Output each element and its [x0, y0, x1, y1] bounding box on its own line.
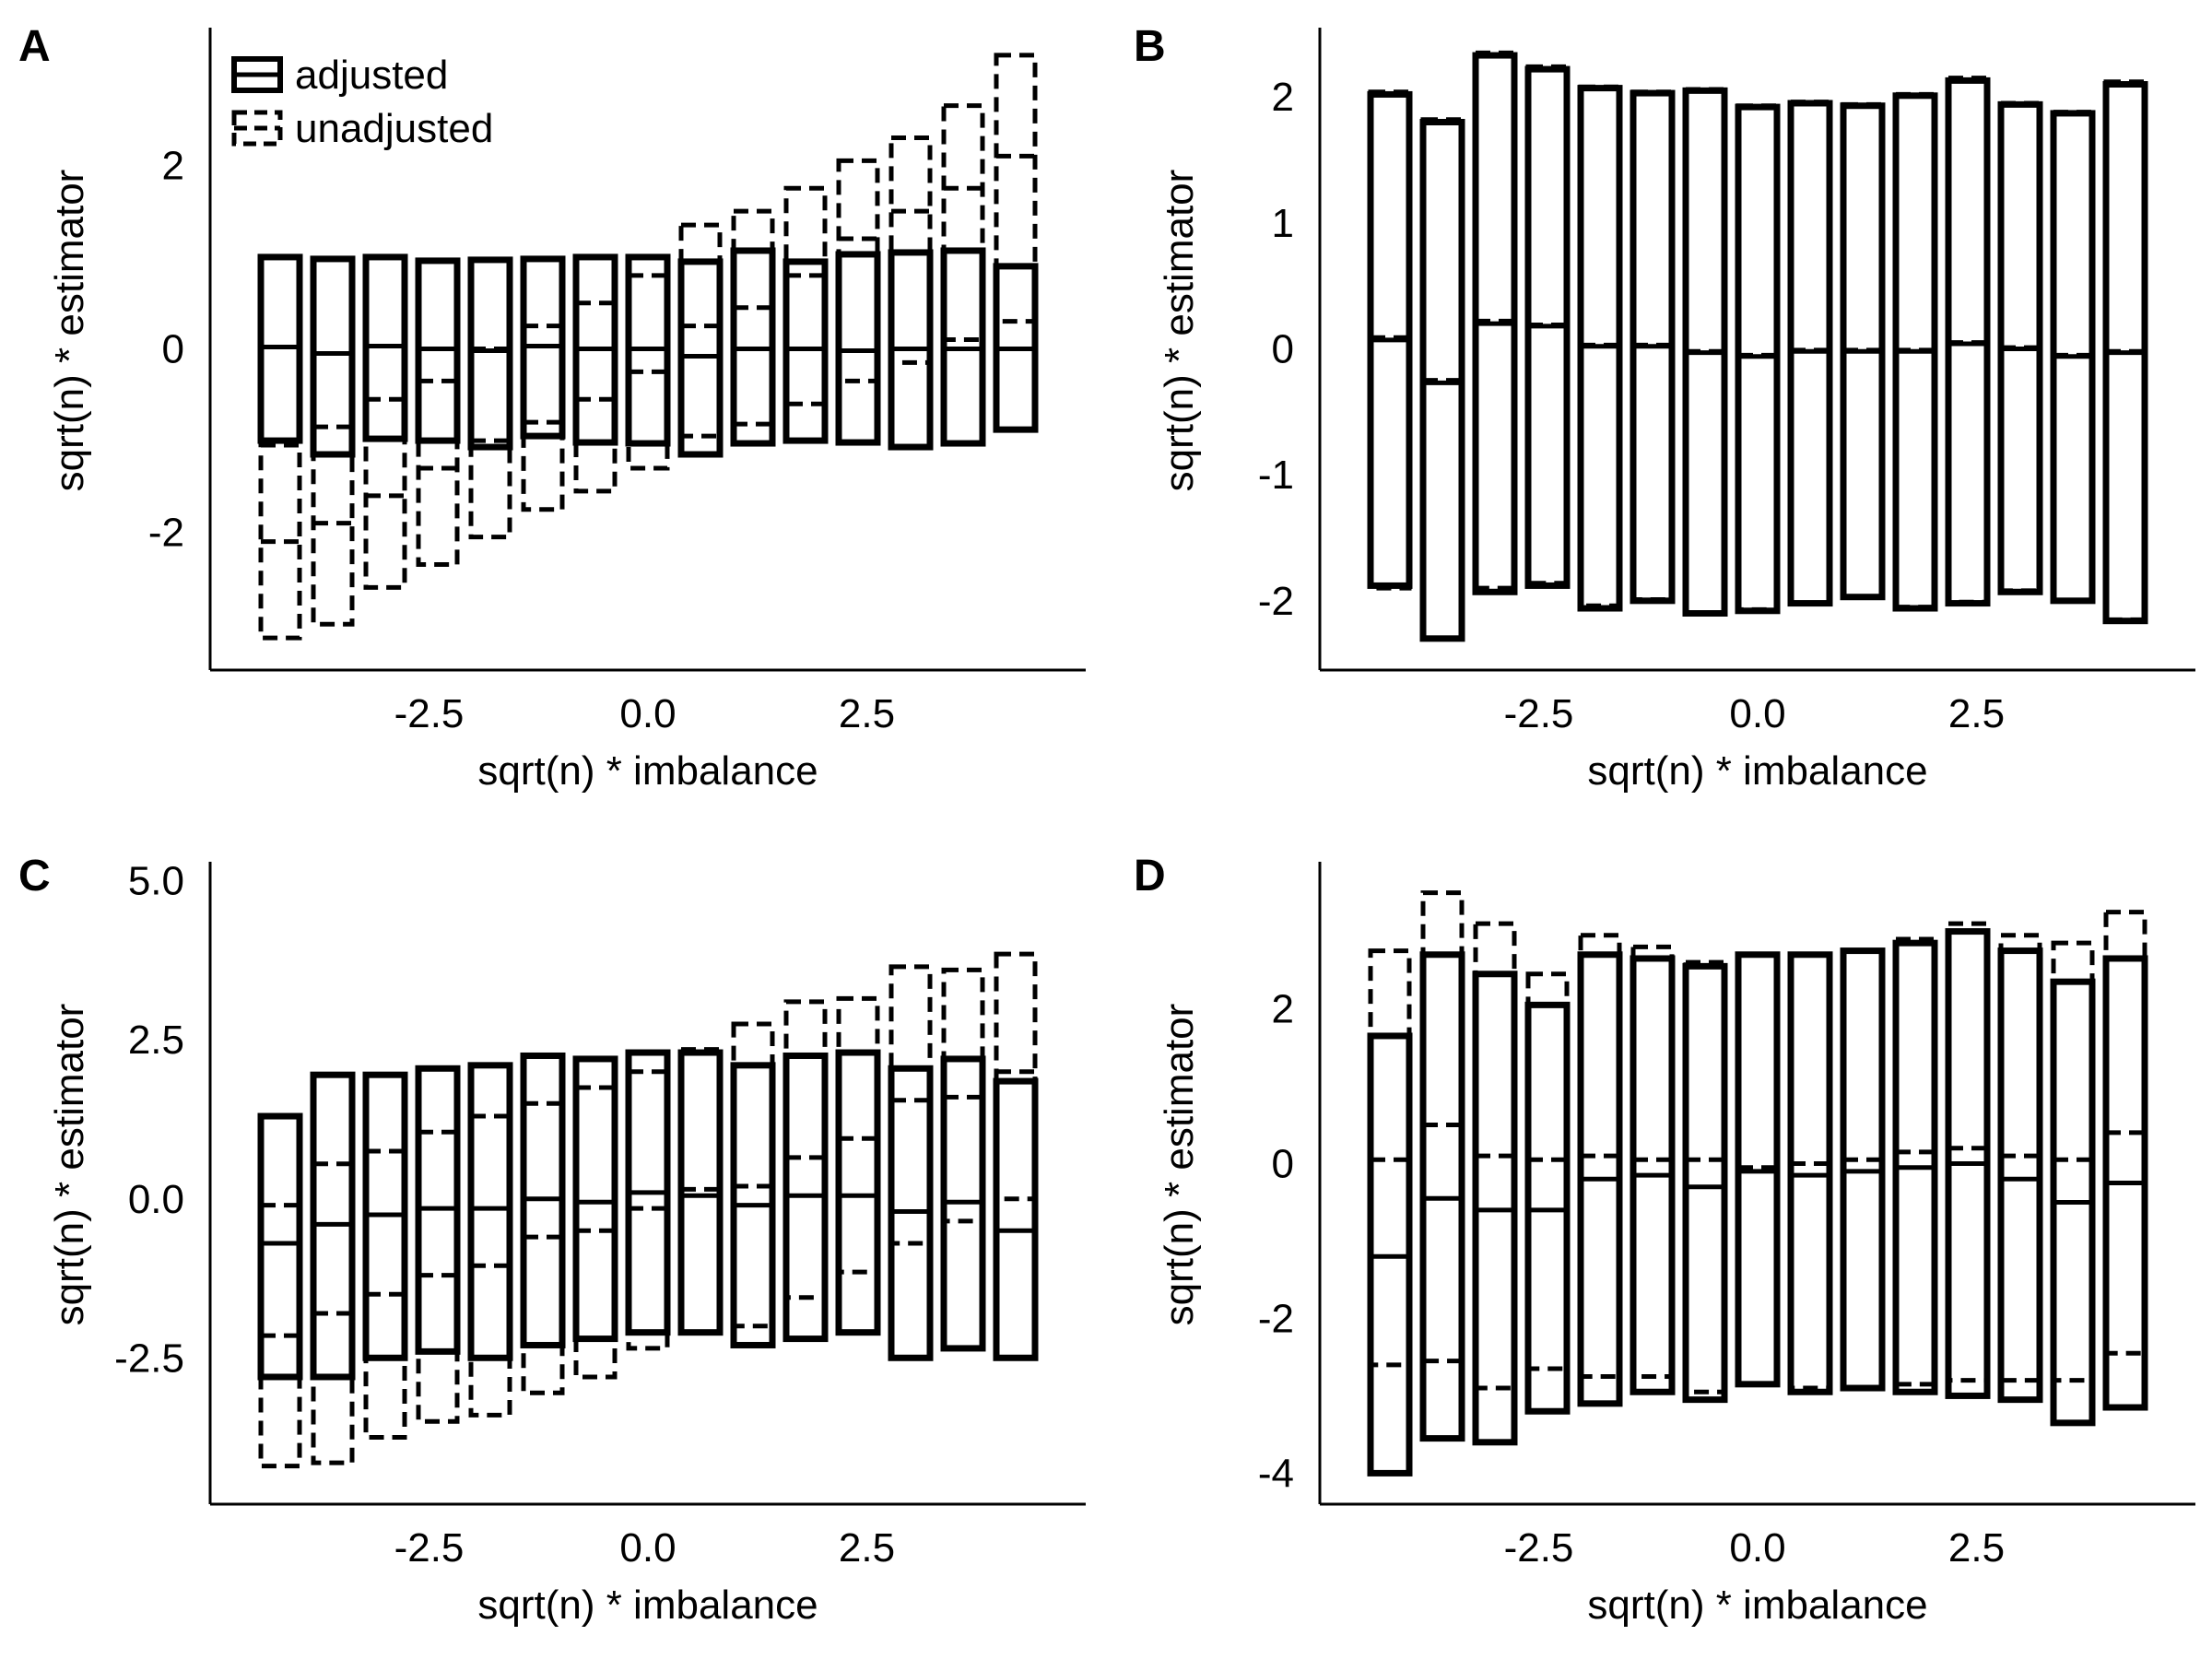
y-tick-label: -1 [1258, 453, 1294, 498]
unadjusted-box [731, 1021, 775, 1329]
unadjusted-box [678, 222, 723, 439]
legend-item-unadjusted: unadjusted [231, 106, 493, 151]
unadjusted-box [521, 1100, 565, 1395]
x-tick-label: -2.5 [1504, 691, 1574, 736]
unadjusted-box [888, 964, 933, 1246]
x-tick-label: 2.5 [839, 1525, 895, 1571]
adjusted-box [467, 1062, 513, 1361]
unadjusted-box [836, 995, 880, 1275]
unadjusted-box [1788, 952, 1832, 1391]
x-tick-label: 0.0 [1729, 1525, 1785, 1571]
y-tick-label: 0 [1272, 327, 1294, 372]
x-axis-title: sqrt(n) * imbalance [1587, 748, 1927, 794]
y-tick-label: -2 [148, 511, 184, 556]
adjusted-box [835, 1049, 881, 1336]
x-tick-label: 0.0 [619, 1525, 676, 1571]
unadjusted-box [1893, 936, 1937, 1387]
x-tick-label: -2.5 [394, 691, 465, 736]
adjusted-box [1735, 103, 1781, 615]
panel-b: B -2.5 0.0 2.5 -2 -1 0 1 2 sqrt(n) * imbalance sqr… [1134, 22, 2195, 794]
unadjusted-box [1525, 971, 1570, 1371]
unadjusted-box [941, 103, 985, 343]
y-axis-title: sqrt(n) * estimator [47, 1004, 92, 1326]
panel-c: C -2.5 0.0 2.5 -2.5 0.0 2.5 5.0 sqrt(n) * imbala… [18, 852, 1086, 1628]
y-tick-label: -2 [1258, 579, 1294, 624]
y-axis-title: sqrt(n) * estimator [1157, 1004, 1202, 1326]
y-tick-label: 0 [162, 327, 184, 372]
y-tick-label: 0.0 [128, 1177, 184, 1222]
x-axis-title: sqrt(n) * imbalance [1587, 1583, 1927, 1628]
unadjusted-box [836, 158, 880, 383]
y-axis-title: sqrt(n) * estimator [1157, 170, 1202, 492]
adjusted-box [572, 1055, 618, 1343]
unadjusted-box [783, 185, 828, 406]
x-tick-label: -2.5 [1504, 1525, 1574, 1571]
adjusted-box [993, 1077, 1039, 1361]
y-tick-label: 5.0 [128, 859, 184, 904]
legend-label-unadjusted: unadjusted [295, 106, 493, 151]
legend: adjusted unadjusted [231, 53, 493, 151]
panel-a: A -2.5 0.0 2.5 -2 0 2 sqrt(n) * imbalance sqrt(n… [18, 22, 1086, 794]
unadjusted-box [994, 53, 1038, 324]
y-tick-label: 2.5 [128, 1018, 184, 1063]
x-tick-label: 2.5 [1948, 691, 2005, 736]
y-tick-label: -2 [1258, 1296, 1294, 1341]
panel-letter: C [18, 852, 51, 900]
panel-letter: B [1134, 22, 1166, 71]
unadjusted-box [731, 208, 775, 427]
unadjusted-box [1946, 76, 1990, 605]
x-tick-label: -2.5 [394, 1525, 465, 1571]
x-tick-label: 0.0 [1729, 691, 1785, 736]
x-axis-title: sqrt(n) * imbalance [477, 1583, 818, 1628]
x-tick-label: 2.5 [839, 691, 895, 736]
x-tick-label: 0.0 [619, 691, 676, 736]
y-tick-label: 0 [1272, 1142, 1294, 1187]
legend-item-adjusted: adjusted [231, 53, 448, 98]
unadjusted-box [783, 999, 828, 1300]
y-tick-label: -4 [1258, 1451, 1294, 1496]
panel-d: D -2.5 0.0 2.5 -4 -2 0 2 sqrt(n) * imbalance sqrt… [1134, 852, 2195, 1628]
adjusted-box [467, 256, 513, 451]
unadjusted-box [994, 951, 1038, 1202]
adjusted-box [310, 255, 356, 458]
y-tick-label: 2 [162, 143, 184, 188]
adjusted-box [1419, 119, 1465, 642]
unadjusted-box [521, 324, 565, 512]
x-tick-label: 2.5 [1948, 1525, 2005, 1571]
y-tick-label: -2.5 [114, 1335, 184, 1381]
y-tick-label: 2 [1272, 75, 1294, 120]
unadjusted-box [1683, 959, 1727, 1394]
adjusted-box [677, 1049, 724, 1336]
x-axis-title: sqrt(n) * imbalance [477, 748, 818, 794]
unadjusted-box [416, 378, 460, 567]
y-axis-title: sqrt(n) * estimator [47, 170, 92, 492]
y-tick-label: 2 [1272, 987, 1294, 1032]
legend-label-adjusted: adjusted [295, 53, 448, 98]
adjusted-box [257, 1112, 303, 1381]
panel-letter: D [1134, 852, 1166, 900]
adjusted-box [1997, 947, 2043, 1404]
y-tick-label: 1 [1272, 201, 1294, 246]
unadjusted-box [1946, 921, 1990, 1383]
panel-letter: A [18, 22, 51, 71]
adjusted-box [1682, 962, 1728, 1404]
